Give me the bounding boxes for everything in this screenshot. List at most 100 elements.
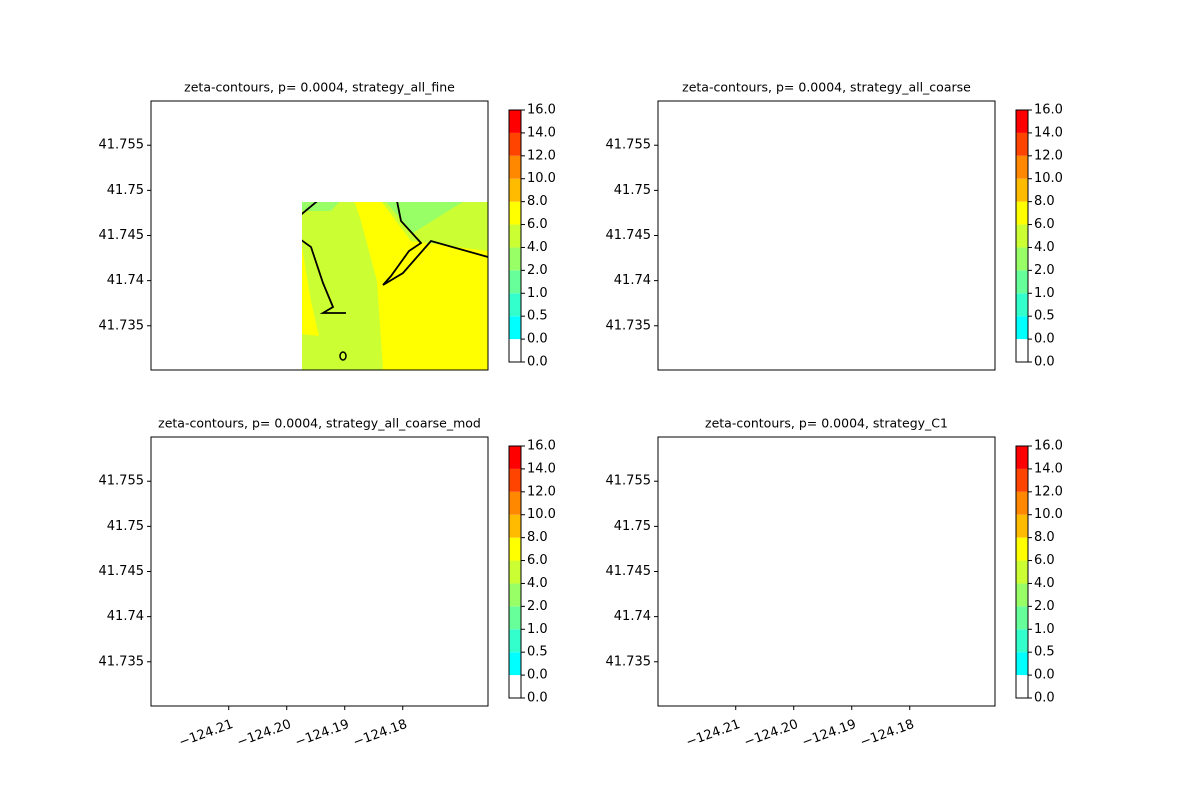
y-tick-label: 41.755 (606, 474, 652, 489)
y-tick-label: 41.745 (606, 228, 652, 243)
colorbar-swatch (509, 224, 521, 248)
y-tick-label: 41.75 (107, 519, 144, 534)
colorbar-frame (1015, 109, 1029, 363)
contour-field (658, 437, 1035, 737)
colorbar-swatch (1016, 583, 1028, 607)
coastline (382, 202, 489, 286)
subplot-title: zeta-contours, p= 0.0004, strategy_all_c… (682, 80, 971, 95)
contour-band (441, 447, 471, 492)
colorbar-tick-label: 6.0 (527, 217, 548, 232)
colorbar-swatch (1016, 110, 1028, 133)
contour-band (431, 457, 461, 507)
contour-band (151, 477, 319, 672)
contour-band (431, 121, 461, 171)
y-tick-label: 41.75 (107, 183, 144, 198)
colorbar-frame (508, 445, 522, 699)
colorbar-tick-label: 14.0 (1034, 125, 1063, 140)
y-tick-label: 41.745 (99, 228, 145, 243)
coastline (151, 474, 346, 649)
colorbar-tick-label: 16.0 (1034, 439, 1063, 454)
colorbar-swatch (509, 293, 521, 317)
colorbar-swatch (1016, 675, 1028, 698)
colorbar-frame (508, 109, 522, 363)
y-tick-label: 41.745 (99, 564, 145, 579)
contour-band (151, 139, 271, 236)
colorbar-swatch (509, 514, 521, 538)
coastline (331, 525, 488, 621)
colorbar-tick-label: 10.0 (527, 171, 556, 186)
y-tick-label: 41.755 (99, 138, 145, 153)
island (285, 624, 293, 630)
colorbar-swatch (509, 270, 521, 294)
colorbar-tick-label: 8.0 (527, 530, 548, 545)
contour-field (151, 437, 488, 706)
contour-band (658, 139, 778, 236)
y-tick-label: 41.735 (606, 654, 652, 669)
colorbar-tick-label: 14.0 (527, 125, 556, 140)
colorbar-swatch (509, 560, 521, 584)
contour-band (954, 101, 995, 169)
island (260, 573, 272, 581)
island (767, 237, 779, 245)
colorbar-swatch (509, 132, 521, 156)
x-tick-label: −124.20 (235, 717, 293, 750)
contour-band (151, 475, 271, 572)
colorbar-swatch (1016, 491, 1028, 515)
colorbar-tick-label: 0.0 (527, 355, 548, 370)
contour-band (658, 101, 808, 187)
colorbar-tick-label: 0.5 (527, 645, 548, 660)
y-tick-label: 41.75 (614, 519, 651, 534)
colorbar-swatch (509, 155, 521, 179)
colorbar-tick-label: 0.0 (1034, 355, 1055, 370)
coastline (838, 189, 995, 285)
contour-band (447, 437, 488, 505)
contour-band (381, 101, 488, 171)
colorbar-swatch (509, 468, 521, 492)
subplot: zeta-contours, p= 0.0004, strategy_all_c… (99, 416, 556, 751)
colorbar-tick-label: 10.0 (1034, 171, 1063, 186)
colorbar-tick-label: 16.0 (527, 103, 556, 118)
colorbar-swatch (1016, 537, 1028, 561)
coastline (798, 497, 836, 559)
colorbar-swatch (1016, 270, 1028, 294)
contour-band (441, 111, 471, 156)
subplot-title: zeta-contours, p= 0.0004, strategy_all_c… (158, 416, 481, 431)
colorbar-tick-label: 10.0 (527, 507, 556, 522)
contour-band (658, 437, 995, 706)
x-tick-label: −124.20 (742, 717, 800, 750)
coastline (291, 497, 329, 559)
coastline (302, 202, 318, 216)
x-tick-label: −124.19 (800, 717, 858, 750)
colorbar-tick-label: 0.5 (527, 309, 548, 324)
subplot: zeta-contours, p= 0.0004, strategy_C1 41.… (606, 416, 1063, 751)
contour-band (302, 247, 319, 336)
contour-band (858, 527, 995, 706)
y-tick-label: 41.74 (107, 609, 144, 624)
colorbar-swatch (509, 446, 521, 469)
colorbar-tick-label: 2.0 (1034, 599, 1055, 614)
colorbar-swatch (1016, 560, 1028, 584)
colorbar-swatch (509, 629, 521, 653)
colorbar-tick-label: 0.5 (1034, 645, 1055, 660)
contour-band (948, 447, 978, 492)
island (767, 573, 779, 581)
colorbar-swatch (1016, 339, 1028, 362)
contour-band (354, 202, 488, 370)
subplot-title: zeta-contours, p= 0.0004, strategy_all_f… (184, 80, 455, 95)
y-tick-label: 41.74 (614, 273, 651, 288)
x-tick-label: −124.19 (293, 717, 351, 750)
coastline (243, 437, 299, 537)
island (847, 352, 853, 360)
colorbar-tick-label: 4.0 (527, 240, 548, 255)
colorbar-tick-label: 0.0 (1034, 691, 1055, 706)
colorbar-tick-label: 8.0 (1034, 530, 1055, 545)
coastline (243, 101, 299, 201)
contour-band (301, 437, 488, 569)
colorbar-tick-label: 0.0 (527, 691, 548, 706)
colorbar-tick-label: 4.0 (1034, 576, 1055, 591)
colorbar-tick-label: 2.0 (527, 599, 548, 614)
contour-band (858, 191, 995, 370)
colorbar-tick-label: 1.0 (1034, 286, 1055, 301)
subplot-title: zeta-contours, p= 0.0004, strategy_C1 (705, 416, 948, 431)
contour-band (888, 437, 995, 507)
